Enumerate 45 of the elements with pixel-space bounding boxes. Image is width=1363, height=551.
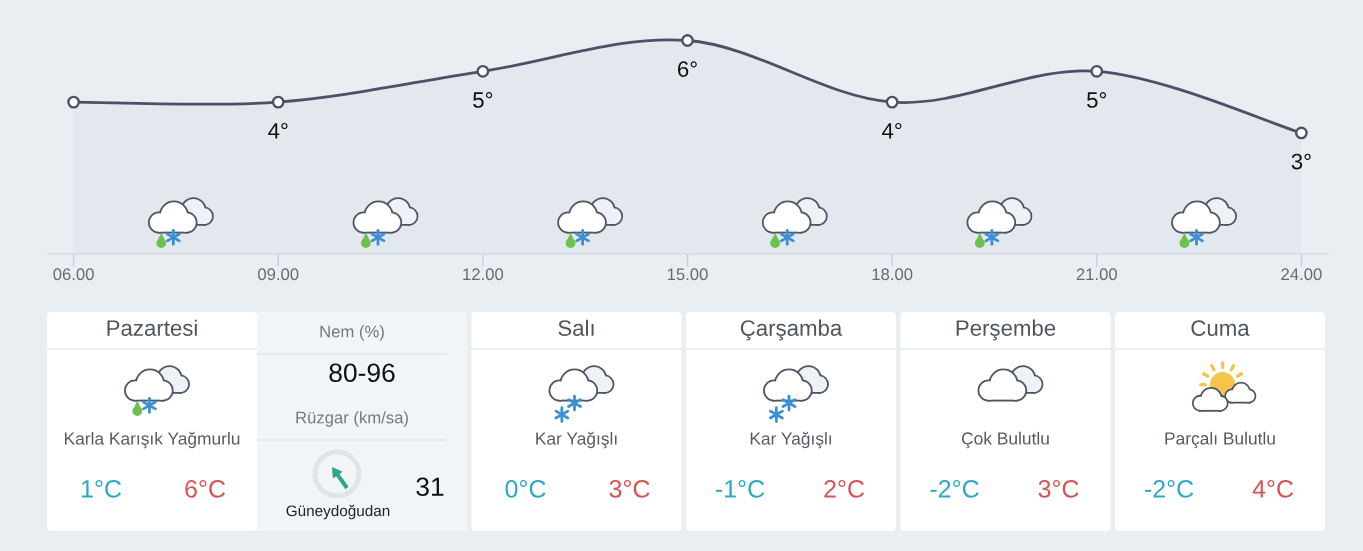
text: Parçalı Bulutlu xyxy=(1165,431,1275,449)
x-tick-label: 06.00 xyxy=(53,268,94,281)
text: -1°C xyxy=(715,480,765,498)
text: Perşembe xyxy=(956,319,1056,341)
text: -2°C xyxy=(1144,480,1194,498)
data-label: 4° xyxy=(268,122,288,139)
point xyxy=(1295,126,1308,140)
point xyxy=(67,95,80,109)
data-label: 6° xyxy=(678,61,697,78)
data-label: 5° xyxy=(1087,92,1107,108)
text: Güneydoğudan xyxy=(286,504,390,520)
point xyxy=(271,95,285,109)
x-tick-label: 18.00 xyxy=(872,268,913,281)
text: Karla Karışık Yağmurlu xyxy=(64,431,240,449)
data-label: 5° xyxy=(473,92,493,108)
point xyxy=(1090,64,1104,78)
text: Kar Yağışlı xyxy=(750,431,832,449)
text: Pazartesi xyxy=(107,319,197,336)
x-tick-label: 12.00 xyxy=(463,268,504,281)
text: Kar Yağışlı xyxy=(536,431,617,449)
x-tick-label: 15.00 xyxy=(667,268,708,281)
text: 2°C xyxy=(824,480,865,498)
data-label: 4° xyxy=(882,122,902,139)
text: 4°C xyxy=(1252,480,1294,498)
x-tick-label: 21.00 xyxy=(1076,268,1117,281)
text: Çok Bulutlu xyxy=(961,431,1049,449)
text: Nem (%) xyxy=(320,325,384,341)
text: 31 xyxy=(416,477,444,497)
text: 1°C xyxy=(81,480,122,498)
text: 3°C xyxy=(609,480,650,498)
point xyxy=(885,95,899,109)
text: 80-96 xyxy=(329,363,395,383)
data-label: 3° xyxy=(1291,153,1311,170)
text: Cuma xyxy=(1191,320,1250,336)
text: 3°C xyxy=(1038,480,1079,498)
text: Rüzgar (km/sa) xyxy=(296,411,408,427)
text: -2°C xyxy=(930,480,979,498)
text: 6°C xyxy=(185,480,226,498)
point xyxy=(476,64,490,78)
text: Salı xyxy=(558,319,594,336)
text: 0°C xyxy=(505,480,546,498)
text: Çarşamba xyxy=(740,319,843,341)
x-tick-label: 09.00 xyxy=(258,268,299,281)
x-tick-label: 24.00 xyxy=(1281,268,1322,281)
point xyxy=(681,34,694,47)
